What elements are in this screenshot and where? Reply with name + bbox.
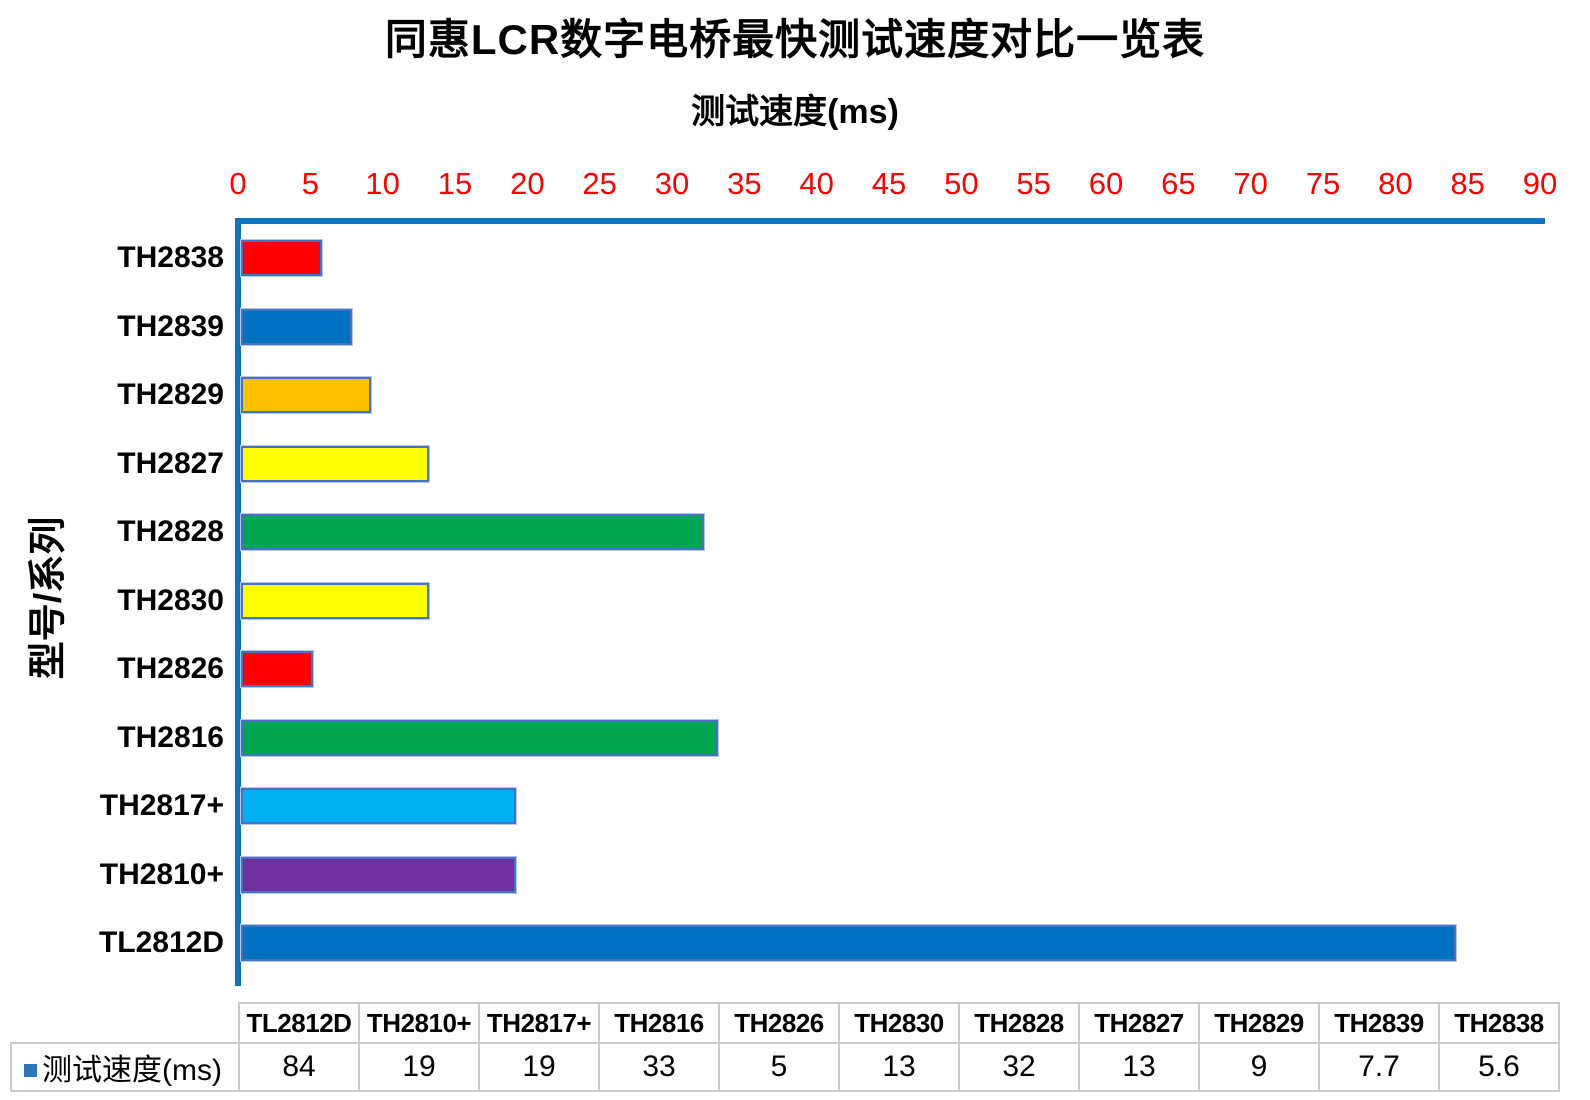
table-value-cell: 19: [478, 1042, 600, 1092]
x-tick-label: 35: [727, 166, 762, 201]
x-tick-label: 70: [1233, 166, 1268, 201]
x-tick-label: 40: [799, 166, 834, 201]
table-header-cell: TH2839: [1318, 1002, 1440, 1044]
table-header-cell: TL2812D: [238, 1002, 360, 1044]
table-header-row: TL2812D TH2810+ TH2817+ TH2816 TH2826 TH2830 T…: [11, 1002, 1560, 1044]
category-label-th2830: TH2830: [117, 583, 224, 617]
bar-th2828: [240, 513, 705, 551]
x-tick-label: 45: [871, 166, 907, 201]
table-corner-cell: [11, 1003, 239, 1043]
category-label-th2817plus: TH2817+: [99, 789, 224, 822]
x-tick-label: 30: [654, 166, 690, 201]
table-header-cell: TH2810+: [358, 1002, 480, 1044]
x-tick-label: 50: [944, 166, 979, 201]
y-axis-line: [235, 218, 241, 986]
bar-th2817plus: [240, 787, 517, 825]
x-axis-line: [235, 218, 1545, 224]
x-tick-label: 55: [1016, 166, 1051, 201]
table-value-cell: 32: [958, 1042, 1080, 1092]
table-value-cell: 84: [238, 1042, 360, 1092]
x-axis-title: 测试速度(ms): [691, 93, 899, 131]
x-tick-label: 60: [1088, 166, 1124, 201]
table-value-cell: 5: [718, 1042, 840, 1092]
table-header-cell: TH2827: [1078, 1002, 1200, 1044]
series-label: 测试速度(ms): [42, 1054, 222, 1087]
table-header-cell: TH2826: [718, 1002, 840, 1044]
table-header-cell: TH2830: [838, 1002, 960, 1044]
x-tick-label: 90: [1522, 166, 1558, 201]
category-label-th2827: TH2827: [117, 446, 224, 480]
bar-th2827: [240, 444, 430, 483]
x-tick-label: 15: [437, 166, 473, 201]
x-tick-label: 10: [365, 166, 400, 201]
chart-title: 同惠LCR数字电桥最快测试速度对比一览表: [384, 16, 1206, 63]
bar-th2816: [240, 718, 719, 757]
bar-th2829: [240, 376, 372, 414]
table-header-cell: TH2828: [958, 1002, 1080, 1044]
table-value-cell: 19: [358, 1042, 480, 1092]
bar-th2810plus: [240, 855, 517, 894]
bar-th2826: [240, 650, 314, 688]
data-table: TL2812D TH2810+ TH2817+ TH2816 TH2826 TH2830 T…: [10, 1002, 1560, 1092]
x-tick-label: 5: [301, 166, 319, 201]
table-series-label-cell: 测试速度(ms): [10, 1042, 240, 1092]
x-tick-label: 20: [510, 166, 545, 201]
x-tick-label: 80: [1378, 166, 1413, 201]
table-value-cell: 33: [598, 1042, 720, 1092]
table-value-cell: 9: [1198, 1042, 1320, 1092]
bar-th2839: [240, 307, 353, 346]
category-label-th2838: TH2838: [117, 241, 224, 274]
x-tick-label: 65: [1161, 166, 1196, 201]
x-tick-label: 75: [1305, 166, 1341, 201]
table-header-cell: TH2838: [1438, 1002, 1560, 1044]
bar-tl2812d: [240, 924, 1457, 962]
x-tick-label: 85: [1450, 166, 1485, 201]
table-header-cell: TH2816: [598, 1002, 720, 1044]
category-label-th2816: TH2816: [117, 720, 224, 754]
bar-th2838: [240, 239, 323, 277]
legend-marker-icon: [24, 1063, 37, 1077]
category-label-th2826: TH2826: [117, 652, 224, 685]
table-header-cell: TH2829: [1198, 1002, 1320, 1044]
table-value-cell: 7.7: [1318, 1042, 1440, 1092]
x-tick-label: 25: [582, 166, 617, 201]
table-value-cell: 5.6: [1438, 1042, 1560, 1092]
category-label-th2839: TH2839: [117, 309, 224, 343]
table-header-cell: TH2817+: [478, 1002, 600, 1044]
bar-th2830: [240, 581, 430, 620]
table-value-row: 测试速度(ms) 84 19 19 33 5 13 32 13 9 7.7 5.6: [10, 1042, 1560, 1092]
category-label-th2810plus: TH2810+: [99, 857, 224, 891]
category-label-tl2812d: TL2812D: [98, 926, 224, 959]
x-tick-label: 0: [229, 166, 247, 201]
category-label-th2829: TH2829: [117, 378, 224, 411]
table-value-cell: 13: [838, 1042, 960, 1092]
category-label-th2828: TH2828: [117, 515, 224, 548]
table-value-cell: 13: [1078, 1042, 1200, 1092]
